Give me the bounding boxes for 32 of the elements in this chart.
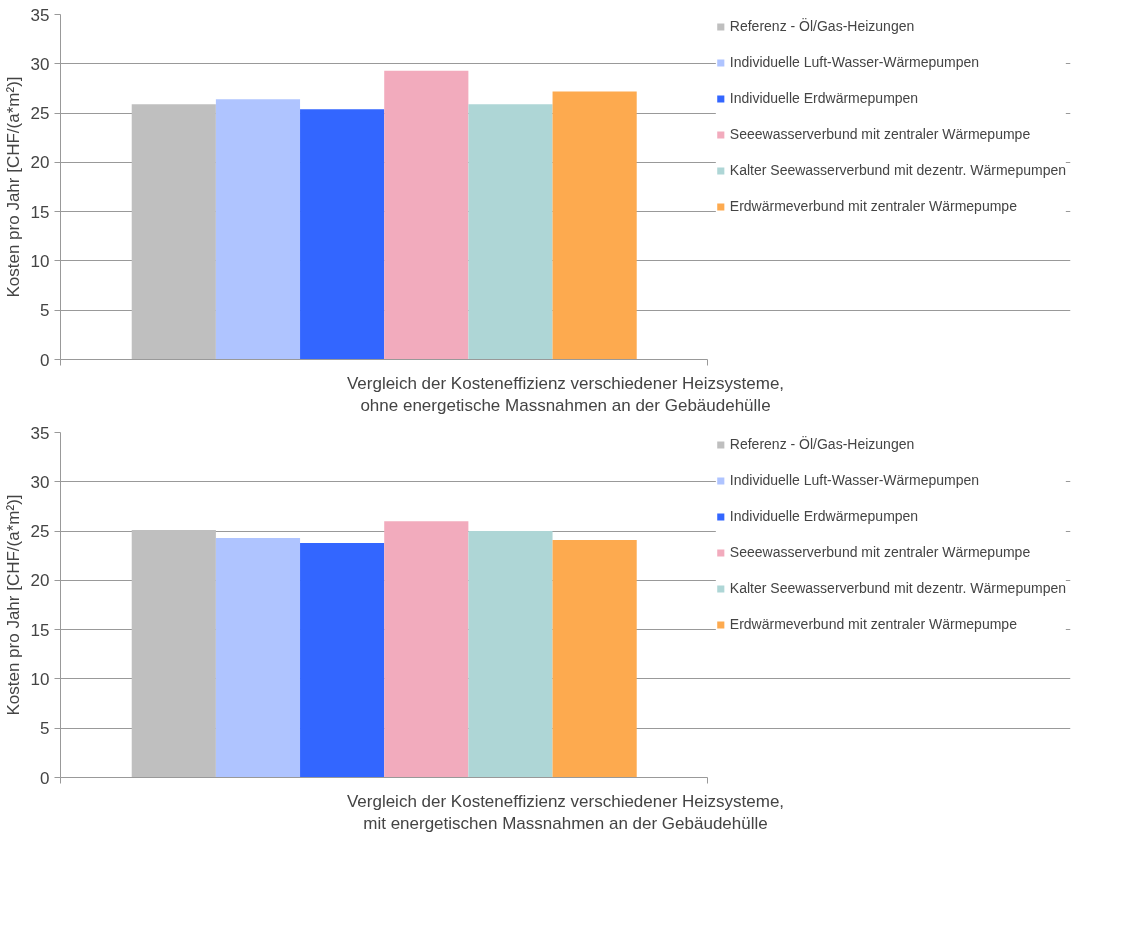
- x-axis-title: Vergleich der Kosteneffizienz verschiedener Heizsysteme, ohne energetische Massnahmen an der Gebäudehülle: [346, 373, 785, 416]
- y-tick-label: 20: [30, 571, 50, 591]
- y-tick-label: 20: [30, 153, 50, 173]
- y-tick-label: 10: [30, 669, 50, 689]
- legend-label: Individuelle Luft-Wasser-Wärmepumpen: [729, 472, 980, 488]
- legend-label: Referenz - Öl/Gas-Heizungen: [729, 436, 915, 452]
- legend-label: Seeewasserverbund mit zentraler Wärmepumpe: [729, 126, 1031, 142]
- legend-label: Erdwärmeverbund mit zentraler Wärmepumpe: [729, 616, 1017, 632]
- legend-label: Kalter Seewasserverbund mit dezentr. Wärmepumpen: [729, 162, 1066, 178]
- y-tick-label: 30: [30, 472, 50, 492]
- y-tick-label: 25: [30, 104, 50, 124]
- y-tick-label: 25: [30, 522, 50, 542]
- legend-label: Erdwärmeverbund mit zentraler Wärmepumpe: [729, 198, 1017, 214]
- y-axis-title: Kosten pro Jahr [CHF/(a*m²)]: [3, 494, 23, 716]
- y-tick-label: 5: [40, 719, 50, 739]
- legend-label: Referenz - Öl/Gas-Heizungen: [729, 18, 915, 34]
- y-axis-title: Kosten pro Jahr [CHF/(a*m²)]: [3, 76, 23, 298]
- y-tick-label: 35: [30, 423, 50, 443]
- y-tick-label: 30: [30, 54, 50, 74]
- y-tick-label: 15: [30, 202, 50, 222]
- y-tick-label: 0: [40, 768, 50, 788]
- legend-label: Individuelle Erdwärmepumpen: [729, 90, 919, 106]
- y-tick-label: 15: [30, 620, 50, 640]
- x-axis-title: Vergleich der Kosteneffizienz verschiedener Heizsysteme, mit energetischen Massnahmen an der Gebäudehülle: [346, 791, 785, 834]
- y-tick-label: 35: [30, 5, 50, 25]
- y-tick-label: 10: [30, 251, 50, 271]
- legend-label: Seeewasserverbund mit zentraler Wärmepumpe: [729, 544, 1031, 560]
- y-tick-label: 5: [40, 301, 50, 321]
- legend-label: Individuelle Erdwärmepumpen: [729, 508, 919, 524]
- legend-label: Individuelle Luft-Wasser-Wärmepumpen: [729, 54, 980, 70]
- legend-label: Kalter Seewasserverbund mit dezentr. Wärmepumpen: [729, 580, 1066, 596]
- y-tick-label: 0: [40, 350, 50, 370]
